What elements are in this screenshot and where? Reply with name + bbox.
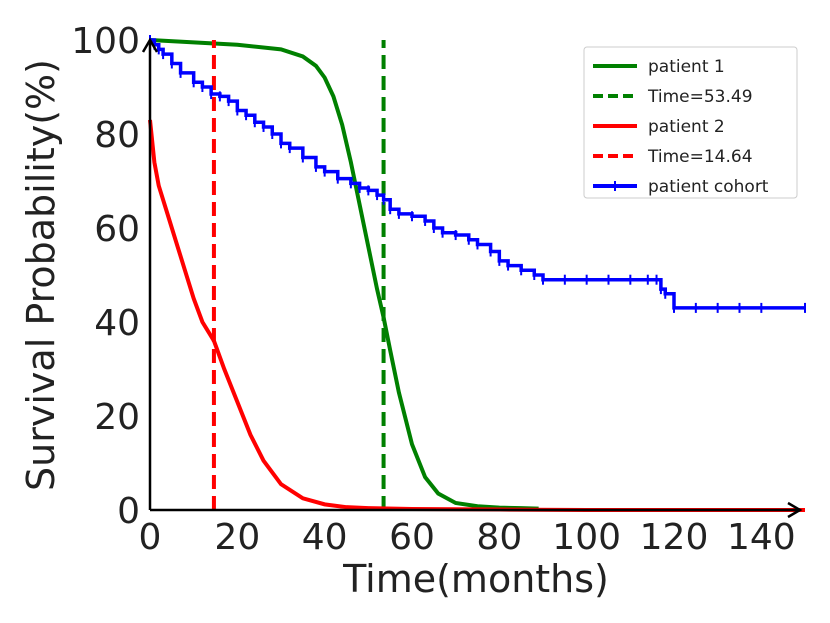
x-tick-label: 0 — [139, 517, 162, 558]
x-tick-label: 120 — [640, 517, 709, 558]
legend-entry: Time=53.49 — [593, 87, 753, 107]
legend-box — [583, 46, 798, 199]
legend-entry: patient cohort — [593, 177, 769, 197]
y-tick-label: 40 — [94, 303, 140, 344]
axes-layer — [141, 37, 803, 519]
legend: patient 1 Time=53.49 patient 2 Time=14.64 pa… — [583, 46, 798, 199]
legend-entry: patient 1 — [593, 57, 725, 77]
x-tick-label: 20 — [214, 517, 260, 558]
series-patient-1 — [149, 38, 539, 511]
y-tick-label: 20 — [94, 397, 140, 438]
x-tick-label: 100 — [552, 517, 621, 558]
legend-label: patient 2 — [648, 117, 725, 137]
legend-label: Time=53.49 — [647, 87, 753, 107]
legend-entry: Time=14.64 — [593, 147, 753, 167]
y-axis-title: Survival Probability(%) — [19, 59, 63, 491]
x-tick-label: 60 — [389, 517, 435, 558]
x-axis-arrow — [787, 501, 803, 519]
y-tick-label: 100 — [71, 21, 140, 62]
y-tick-label: 80 — [94, 115, 140, 156]
x-axis-title: Time(months) — [342, 557, 609, 601]
legend-label: Time=14.64 — [647, 147, 753, 167]
legend-entries: patient 1 Time=53.49 patient 2 Time=14.64 pa… — [593, 57, 769, 197]
ticks-layer: 0 20 40 60 80 100 120 140 0 20 40 60 80 100 — [71, 21, 795, 558]
x-tick-label: 80 — [476, 517, 522, 558]
x-tick-label: 140 — [727, 517, 796, 558]
legend-entry: patient 2 — [593, 117, 725, 137]
legend-label: patient 1 — [648, 57, 725, 77]
y-tick-label: 0 — [117, 491, 140, 532]
y-tick-label: 60 — [94, 209, 140, 250]
y-axis-arrow — [141, 37, 159, 53]
x-tick-label: 40 — [302, 517, 348, 558]
legend-label: patient cohort — [648, 177, 769, 197]
